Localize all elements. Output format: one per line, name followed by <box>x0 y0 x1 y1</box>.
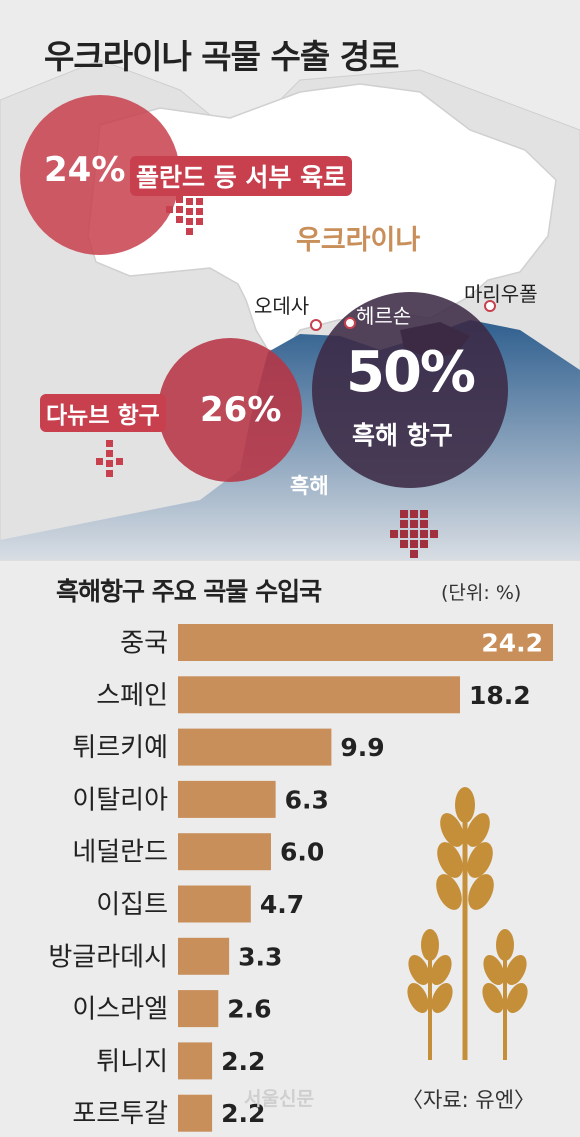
black-sea-route-circle <box>312 292 508 488</box>
bar <box>178 780 276 818</box>
black-sea-route-pct: 50% <box>346 340 476 405</box>
city-odesa: 오데사 <box>254 294 310 318</box>
category-label: 튀니지 <box>96 1047 168 1077</box>
bar <box>178 1094 213 1132</box>
source-note: 〈자료: 유엔〉 <box>402 1088 536 1112</box>
danube-route-pct: 26% <box>200 390 282 430</box>
data-label: 3.3 <box>238 942 282 971</box>
data-label: 24.2 <box>481 629 543 658</box>
data-label: 18.2 <box>469 681 531 710</box>
category-label: 이탈리아 <box>72 785 168 815</box>
danube-route-circle <box>158 338 302 482</box>
bar-chart: 중국 24.2 스페인 18.2 튀르키예 9.9 이탈리아 6.3 네덜란드 6.0 이집트 4.7… <box>48 624 553 1132</box>
bar <box>178 676 461 714</box>
black-sea-route-label: 흑해 항구 <box>352 421 453 450</box>
data-label: 2.2 <box>221 1047 265 1076</box>
category-label: 이스라엘 <box>72 995 168 1025</box>
bar <box>178 937 230 975</box>
category-label: 방글라데시 <box>48 942 168 972</box>
west-route-label: 폴란드 등 서부 육로 <box>130 156 353 196</box>
category-label: 튀르키예 <box>72 733 168 763</box>
data-label: 2.6 <box>227 995 271 1024</box>
chart-unit: (단위: %) <box>441 582 522 604</box>
mariupol-marker <box>484 300 496 312</box>
bar <box>178 833 271 871</box>
odesa-marker <box>310 319 322 331</box>
west-route-circle <box>20 95 180 255</box>
bar <box>178 990 219 1028</box>
danube-route-label: 다뉴브 항구 <box>40 394 166 432</box>
data-label: 9.9 <box>340 733 384 762</box>
data-label: 4.7 <box>260 890 304 919</box>
sea-label: 흑해 <box>290 474 329 498</box>
category-label: 중국 <box>120 629 168 659</box>
page-title: 우크라이나 곡물 수출 경로 <box>44 37 399 76</box>
category-label: 스페인 <box>96 681 168 711</box>
bar <box>178 885 251 923</box>
watermark: 서울신문 <box>244 1088 314 1110</box>
bar <box>178 624 553 661</box>
chart-title: 흑해항구 주요 곡물 수입국 <box>56 577 322 606</box>
category-label: 네덜란드 <box>72 838 168 868</box>
data-label: 2.2 <box>221 1099 265 1128</box>
bar <box>178 1042 213 1080</box>
black-sea-route-arrow <box>390 510 438 558</box>
danube-route-arrow <box>96 440 123 477</box>
data-label: 6.0 <box>280 838 324 867</box>
category-label: 이집트 <box>96 890 168 920</box>
bar <box>178 728 332 766</box>
city-kherson: 헤르손 <box>356 304 412 328</box>
kherson-marker <box>344 317 356 329</box>
city-mariupol: 마리우폴 <box>464 282 538 306</box>
west-route-pct: 24% <box>44 150 126 190</box>
category-label: 포르투갈 <box>72 1099 168 1129</box>
country-label: 우크라이나 <box>296 225 421 256</box>
data-label: 6.3 <box>285 785 329 814</box>
wheat-icon <box>407 787 528 1060</box>
